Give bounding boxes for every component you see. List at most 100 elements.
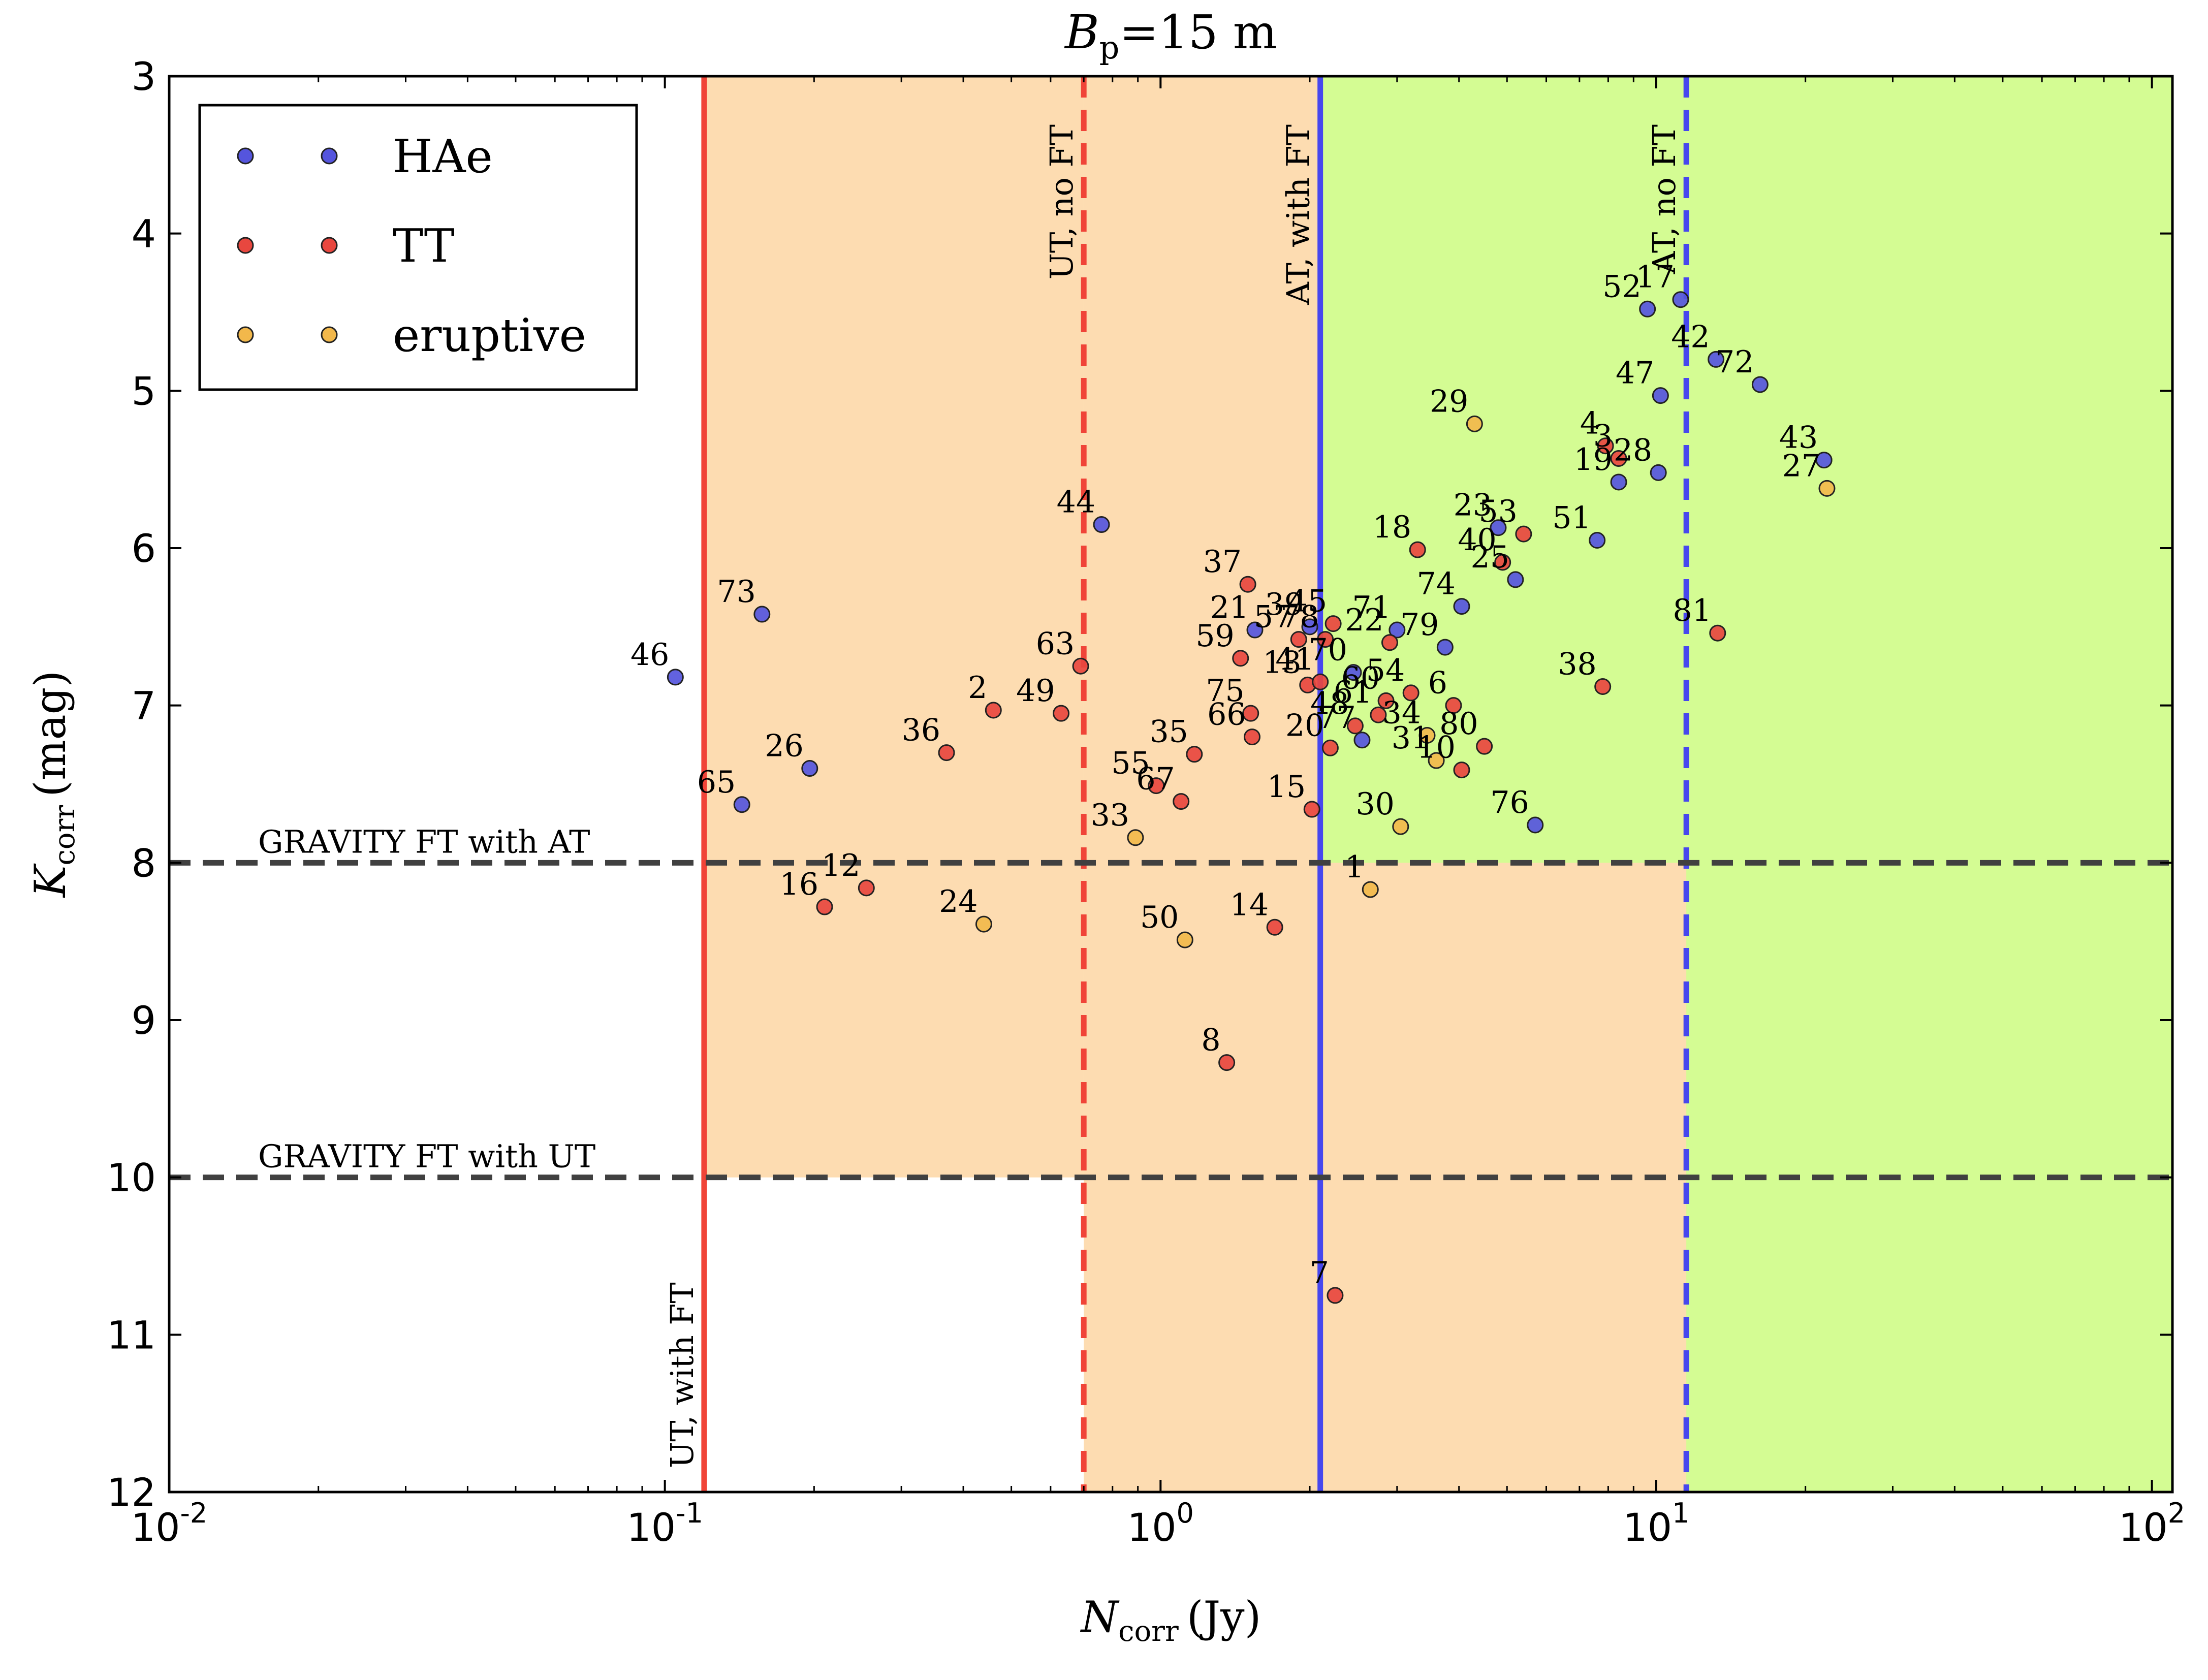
point-tt-36	[938, 744, 955, 762]
point-tt-15	[1303, 801, 1320, 818]
point-label-17: 17	[1636, 260, 1675, 295]
legend-marker-tt	[237, 237, 254, 254]
point-label-2: 2	[968, 670, 987, 706]
point-label-38: 38	[1558, 647, 1596, 682]
point-hae-65	[733, 796, 750, 813]
legend-marker-eruptive	[237, 326, 254, 343]
point-tt-81	[1709, 624, 1726, 642]
point-hae-51	[1589, 532, 1606, 549]
point-hae-76	[1527, 816, 1544, 834]
point-tt-3	[1610, 450, 1627, 467]
point-tt-54	[1402, 684, 1420, 702]
y-axis-unit: (mag)	[25, 671, 75, 797]
point-label-79: 79	[1400, 607, 1439, 643]
point-label-3: 3	[1593, 418, 1613, 454]
y-tick-label-6: 9	[132, 998, 156, 1043]
vertical-line-label-3: AT, with FT	[1280, 124, 1317, 305]
y-axis-label: Kcorr (mag)	[25, 671, 81, 898]
reference-lines	[169, 76, 2172, 1492]
point-label-60: 60	[1341, 660, 1380, 696]
point-label-16: 16	[780, 867, 818, 902]
legend-marker-eruptive-2	[321, 326, 338, 343]
point-label-13: 13	[1263, 645, 1301, 680]
point-label-21: 21	[1210, 590, 1249, 625]
point-tt-14	[1266, 918, 1283, 936]
point-label-63: 63	[1036, 626, 1075, 661]
point-eruptive-1	[1362, 881, 1379, 898]
y-tick-label-4: 7	[132, 683, 156, 728]
point-tt-60	[1377, 692, 1395, 709]
y-tick-label-7: 10	[107, 1155, 156, 1200]
point-label-41: 41	[1275, 642, 1314, 677]
point-label-75: 75	[1206, 673, 1244, 709]
point-label-54: 54	[1366, 653, 1405, 688]
point-label-45: 45	[1288, 584, 1327, 619]
title-value: =15 m	[1119, 5, 1277, 59]
point-tt-18	[1409, 541, 1426, 558]
point-tt-40	[1494, 554, 1511, 571]
point-hae-72	[1751, 376, 1769, 393]
point-tt-38	[1594, 678, 1612, 695]
vertical-line-label-1: UT, with FT	[664, 1282, 701, 1468]
point-hae-17	[1672, 291, 1689, 308]
x-axis-ticks: 10-2 10-1 100 101 102	[131, 76, 2185, 1550]
point-hae-25	[1507, 571, 1524, 588]
point-label-50: 50	[1140, 900, 1179, 935]
point-tt-22	[1381, 634, 1398, 651]
point-label-42: 42	[1671, 319, 1710, 355]
point-label-70: 70	[1309, 632, 1347, 668]
point-label-22: 22	[1345, 603, 1383, 638]
vertical-line-label-4: AT, no FT	[1646, 124, 1683, 274]
point-label-20: 20	[1285, 708, 1324, 743]
point-label-71: 71	[1352, 590, 1391, 625]
legend-label-hae: HAe	[393, 130, 493, 183]
point-label-48: 48	[1310, 686, 1349, 721]
point-label-74: 74	[1417, 566, 1456, 602]
point-eruptive-50	[1176, 931, 1193, 948]
x-axis-subscript: corr	[1118, 1615, 1179, 1648]
point-label-4: 4	[1580, 406, 1599, 441]
legend-marker-hae	[237, 147, 254, 165]
point-tt-57	[1290, 631, 1307, 648]
legend: HAe TT eruptive	[198, 104, 638, 391]
legend-label-tt: TT	[393, 219, 455, 273]
point-tt-55	[1148, 777, 1165, 795]
zone-ut-with-ft	[704, 76, 1084, 1178]
point-label-78: 78	[1280, 599, 1319, 635]
horizontal-line-label-1: GRAVITY FT with AT	[258, 823, 590, 860]
point-label-30: 30	[1355, 786, 1394, 822]
point-label-8: 8	[1201, 1023, 1220, 1058]
point-label-33: 33	[1091, 798, 1129, 833]
point-hae-70	[1345, 664, 1362, 681]
x-tick-label-3: 101	[1623, 1497, 1689, 1550]
point-label-26: 26	[765, 728, 803, 764]
point-label-46: 46	[630, 637, 669, 673]
point-label-34: 34	[1382, 695, 1421, 731]
point-hae-43	[1815, 452, 1833, 469]
legend-marker-hae-2	[321, 147, 338, 165]
point-eruptive-29	[1466, 415, 1483, 432]
point-tt-45	[1324, 615, 1342, 632]
point-label-53: 53	[1479, 494, 1518, 529]
point-hae-26	[801, 760, 818, 777]
point-tt-20	[1321, 739, 1339, 756]
point-tt-16	[816, 898, 833, 915]
title-symbol: B	[1064, 5, 1099, 59]
point-hae-21	[1246, 621, 1264, 639]
title-subscript: p	[1099, 29, 1120, 66]
y-tick-label-9: 12	[107, 1470, 156, 1515]
point-tt-8	[1218, 1054, 1236, 1071]
point-tt-2	[985, 702, 1002, 719]
point-label-59: 59	[1195, 618, 1234, 654]
legend-marker-tt-2	[321, 237, 338, 254]
point-eruptive-34	[1418, 727, 1436, 744]
point-tt-49	[1053, 705, 1070, 722]
point-label-12: 12	[822, 848, 860, 883]
point-label-44: 44	[1057, 485, 1095, 520]
data-points	[667, 291, 1836, 1304]
reference-line-labels: UT, with FT UT, no FT AT, with FT AT, no FT…	[258, 124, 1683, 1468]
point-label-25: 25	[1471, 540, 1509, 575]
point-label-47: 47	[1616, 356, 1654, 391]
y-axis-symbol: K	[25, 863, 75, 898]
